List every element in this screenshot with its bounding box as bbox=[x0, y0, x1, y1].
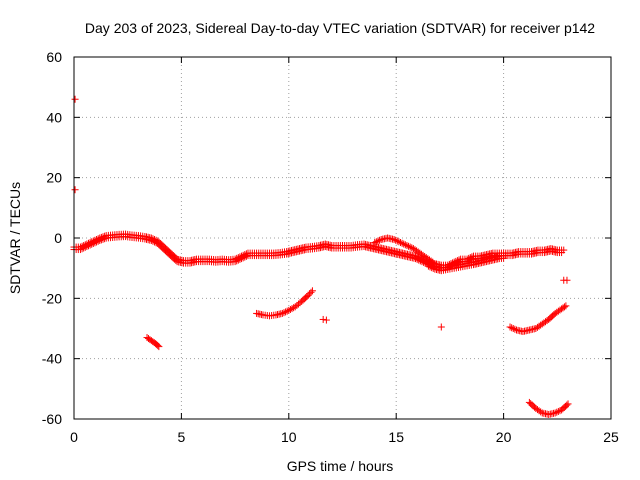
main-track-point bbox=[421, 259, 429, 267]
arc-3-point bbox=[563, 401, 571, 409]
lower-band-point bbox=[428, 264, 436, 272]
main-track-point bbox=[76, 246, 84, 254]
upper-branch-point bbox=[405, 242, 413, 250]
y-axis-ticks: -60 -40 -20 0 20 40 60 bbox=[42, 49, 611, 427]
upper-branch-point bbox=[395, 238, 403, 246]
main-track-point bbox=[99, 235, 107, 243]
main-track-point bbox=[83, 243, 91, 251]
arc-1-point bbox=[278, 309, 286, 317]
arc-2-point bbox=[511, 325, 519, 333]
main-track-point bbox=[91, 239, 99, 247]
data-points bbox=[70, 95, 572, 418]
upper-branch-point bbox=[393, 237, 401, 245]
arc-2-point bbox=[562, 302, 570, 310]
arc-3-point bbox=[551, 409, 559, 417]
main-track-point bbox=[88, 240, 96, 248]
arc-1-point bbox=[282, 308, 290, 316]
arc-3-point bbox=[564, 400, 572, 408]
upper-branch-point bbox=[396, 239, 404, 247]
isolated-points-point bbox=[437, 323, 445, 331]
segment-3.5h-point bbox=[154, 342, 162, 350]
isolated-points-point bbox=[71, 186, 79, 194]
arc-1-point bbox=[307, 288, 315, 296]
arc-1-point bbox=[285, 306, 293, 314]
lower-band-point bbox=[502, 251, 510, 259]
main-track-point bbox=[81, 243, 89, 251]
upper-branch-point bbox=[403, 242, 411, 250]
arc-2-point bbox=[506, 323, 514, 331]
arc-3-point bbox=[554, 407, 562, 415]
arc-2-point bbox=[509, 325, 517, 332]
y-tick-label: -20 bbox=[42, 290, 62, 306]
upper-branch-point bbox=[392, 236, 400, 244]
arc-1-point bbox=[288, 305, 296, 313]
isolated-points-point bbox=[71, 95, 79, 103]
x-tick-label: 20 bbox=[496, 429, 512, 445]
arc-1-point bbox=[304, 291, 312, 299]
arc-1-point bbox=[306, 290, 314, 298]
x-tick-label: 0 bbox=[70, 429, 78, 445]
x-tick-label: 10 bbox=[281, 429, 297, 445]
main-track-point bbox=[172, 256, 180, 264]
main-track-point bbox=[242, 252, 250, 260]
upper-branch-point bbox=[371, 239, 379, 247]
arc-3-point bbox=[553, 408, 561, 416]
main-track-point bbox=[78, 245, 86, 253]
y-tick-label: 0 bbox=[54, 230, 62, 246]
chart-title: Day 203 of 2023, Sidereal Day-to-day VTE… bbox=[85, 20, 595, 36]
x-tick-label: 25 bbox=[603, 429, 619, 445]
upper-branch-point bbox=[398, 239, 406, 247]
arc-1-point bbox=[280, 309, 288, 317]
upper-branch-point bbox=[390, 236, 398, 244]
main-track-point bbox=[233, 257, 241, 265]
y-axis-title: SDTVAR / TECUs bbox=[7, 182, 23, 294]
arc-1-point bbox=[286, 305, 294, 313]
isolated-points-point bbox=[319, 315, 327, 323]
main-track-point bbox=[94, 237, 102, 245]
main-track-point bbox=[241, 253, 249, 261]
y-tick-label: 20 bbox=[46, 170, 62, 186]
upper-branch-point bbox=[401, 241, 409, 249]
main-track-point bbox=[236, 255, 244, 263]
main-track-point bbox=[84, 242, 92, 250]
isolated-points-point bbox=[322, 316, 330, 324]
main-track-point bbox=[86, 241, 94, 249]
y-tick-label: -60 bbox=[42, 411, 62, 427]
x-tick-label: 15 bbox=[388, 429, 404, 445]
main-track-point bbox=[231, 258, 239, 266]
y-tick-label: -40 bbox=[42, 351, 62, 367]
x-axis-title: GPS time / hours bbox=[287, 458, 394, 474]
upper-branch-point bbox=[400, 240, 408, 248]
upper-branch-point bbox=[406, 243, 414, 251]
main-track-point bbox=[101, 235, 109, 243]
main-track-point bbox=[93, 238, 101, 246]
segment-3.5h-point bbox=[155, 343, 163, 351]
arc-1-point bbox=[283, 307, 291, 315]
main-track-point bbox=[96, 237, 104, 244]
upper-branch-point bbox=[374, 237, 382, 245]
arc-3-point bbox=[537, 408, 545, 416]
grid-lines bbox=[74, 57, 611, 419]
isolated-points-point bbox=[563, 276, 571, 284]
lower-band-point bbox=[429, 264, 437, 272]
main-track-point bbox=[80, 244, 88, 252]
x-tick-label: 5 bbox=[178, 429, 186, 445]
y-tick-label: 60 bbox=[46, 49, 62, 65]
x-axis-ticks: 0 5 10 15 20 25 bbox=[70, 57, 619, 445]
main-track-point bbox=[560, 246, 568, 254]
main-track-point bbox=[97, 236, 105, 244]
main-track-point bbox=[89, 240, 97, 248]
arc-2-point bbox=[560, 303, 568, 311]
main-track-point bbox=[234, 256, 242, 264]
upper-branch-point bbox=[376, 236, 384, 244]
main-track-point bbox=[239, 254, 247, 262]
upper-branch-point bbox=[372, 238, 380, 246]
y-tick-label: 40 bbox=[46, 109, 62, 125]
arc-1-point bbox=[308, 287, 316, 295]
arc-2-point bbox=[508, 324, 516, 332]
main-track-point bbox=[238, 255, 246, 263]
